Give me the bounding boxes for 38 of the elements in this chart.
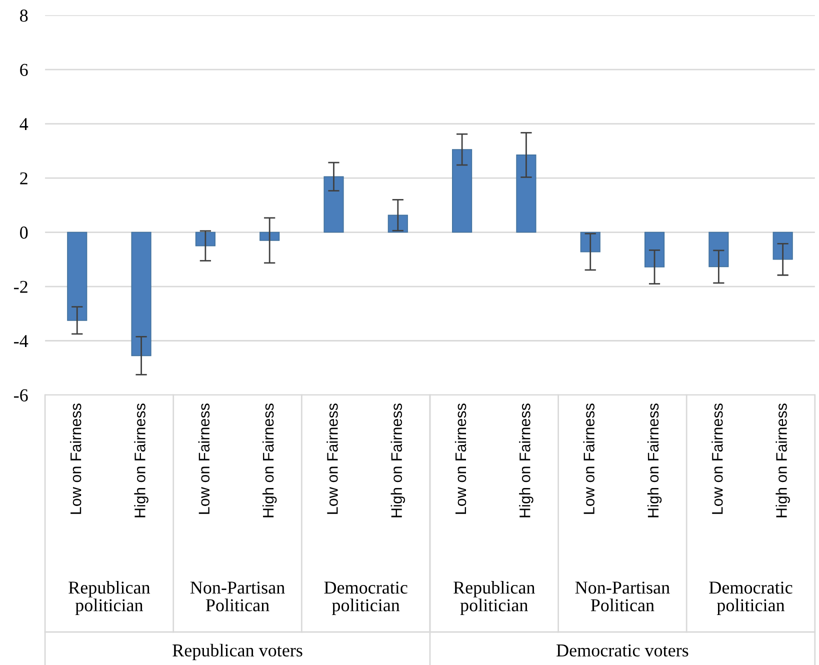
bar: [708, 232, 729, 268]
bar: [260, 232, 280, 241]
y-tick-label: 2: [20, 172, 28, 184]
x-tick-label: Low on Fairness: [70, 404, 82, 514]
text: Non-Partisan Politican: [575, 582, 670, 612]
text: Republican voters: [172, 644, 302, 660]
bar: [516, 154, 536, 233]
bar: [644, 232, 665, 268]
text: Democratic politician: [324, 582, 408, 615]
text: Republican politician: [454, 581, 535, 615]
y-tick-label: 0: [20, 226, 28, 239]
y-tick-label: -2: [14, 280, 28, 293]
bar: [195, 232, 216, 246]
y-tick-label: 6: [20, 64, 28, 76]
x-tick-label: Low on Fairness: [712, 404, 723, 514]
x-tick-label: High on Fairness: [134, 404, 148, 518]
x-tick-label: High on Fairness: [390, 404, 406, 518]
x-tick-label: High on Fairness: [519, 404, 534, 518]
y-tick-label: -4: [14, 335, 28, 348]
bar: [67, 232, 88, 321]
x-tick-label: Low on Fairness: [583, 404, 594, 514]
text: Republican politician: [68, 581, 150, 615]
y-tick-label: 4: [20, 118, 28, 130]
y-tick-label: -6: [14, 389, 28, 402]
text: Democratic voters: [556, 644, 688, 657]
y-tick-label: 8: [20, 10, 28, 22]
bar: [131, 232, 152, 356]
x-tick-label: High on Fairness: [647, 404, 662, 518]
text: Non-Partisan Politican: [190, 582, 285, 612]
bar: [772, 232, 793, 260]
text: Democratic politician: [709, 582, 792, 615]
bar: [324, 176, 344, 233]
x-tick-label: High on Fairness: [262, 404, 277, 518]
x-tick-label: Low on Fairness: [198, 404, 210, 514]
x-tick-label: Low on Fairness: [454, 404, 466, 514]
x-tick-label: High on Fairness: [776, 404, 790, 518]
bar: [452, 149, 472, 233]
x-tick-label: Low on Fairness: [326, 404, 338, 514]
